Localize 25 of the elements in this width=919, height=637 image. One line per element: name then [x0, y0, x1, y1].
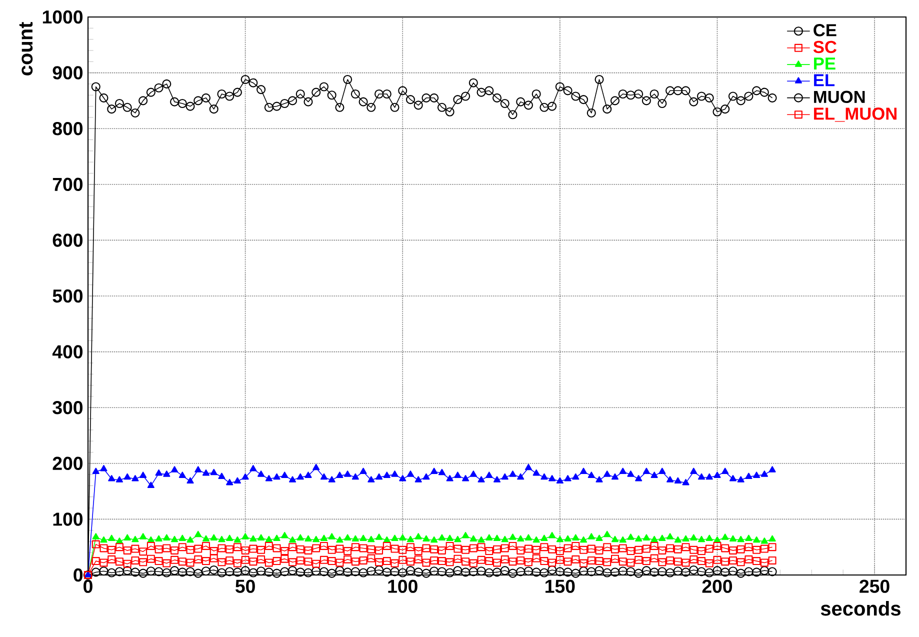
y-tick-label: 900	[52, 66, 83, 80]
y-tick-label: 700	[52, 178, 83, 192]
y-tick-label: 0	[74, 568, 83, 582]
legend-label: EL_MUON	[814, 108, 896, 122]
legend-label: PE	[814, 58, 836, 70]
x-tick-label: 250	[860, 580, 890, 593]
legend-label: CE	[814, 24, 836, 36]
x-tick-label: 50	[236, 580, 255, 593]
y-tick-label: 400	[52, 345, 83, 358]
legend-label: EL	[814, 74, 835, 86]
y-tick-label: 800	[52, 122, 83, 136]
y-tick-label: 200	[52, 456, 83, 470]
y-tick-label: 600	[52, 234, 83, 247]
x-tick-label: 150	[546, 580, 575, 593]
x-tick-label: 200	[702, 580, 732, 593]
y-tick-label: 1000	[42, 10, 83, 24]
y-axis-title: count	[19, 22, 33, 76]
x-tick-label: 100	[388, 580, 418, 593]
y-tick-label: 100	[53, 512, 83, 526]
x-axis-title: seconds	[820, 601, 900, 616]
x-tick-label: 0	[84, 580, 92, 593]
y-tick-label: 500	[52, 289, 83, 303]
legend-label: SC	[813, 40, 837, 54]
legend-label: MUON	[814, 90, 865, 104]
y-tick-label: 300	[52, 400, 83, 414]
